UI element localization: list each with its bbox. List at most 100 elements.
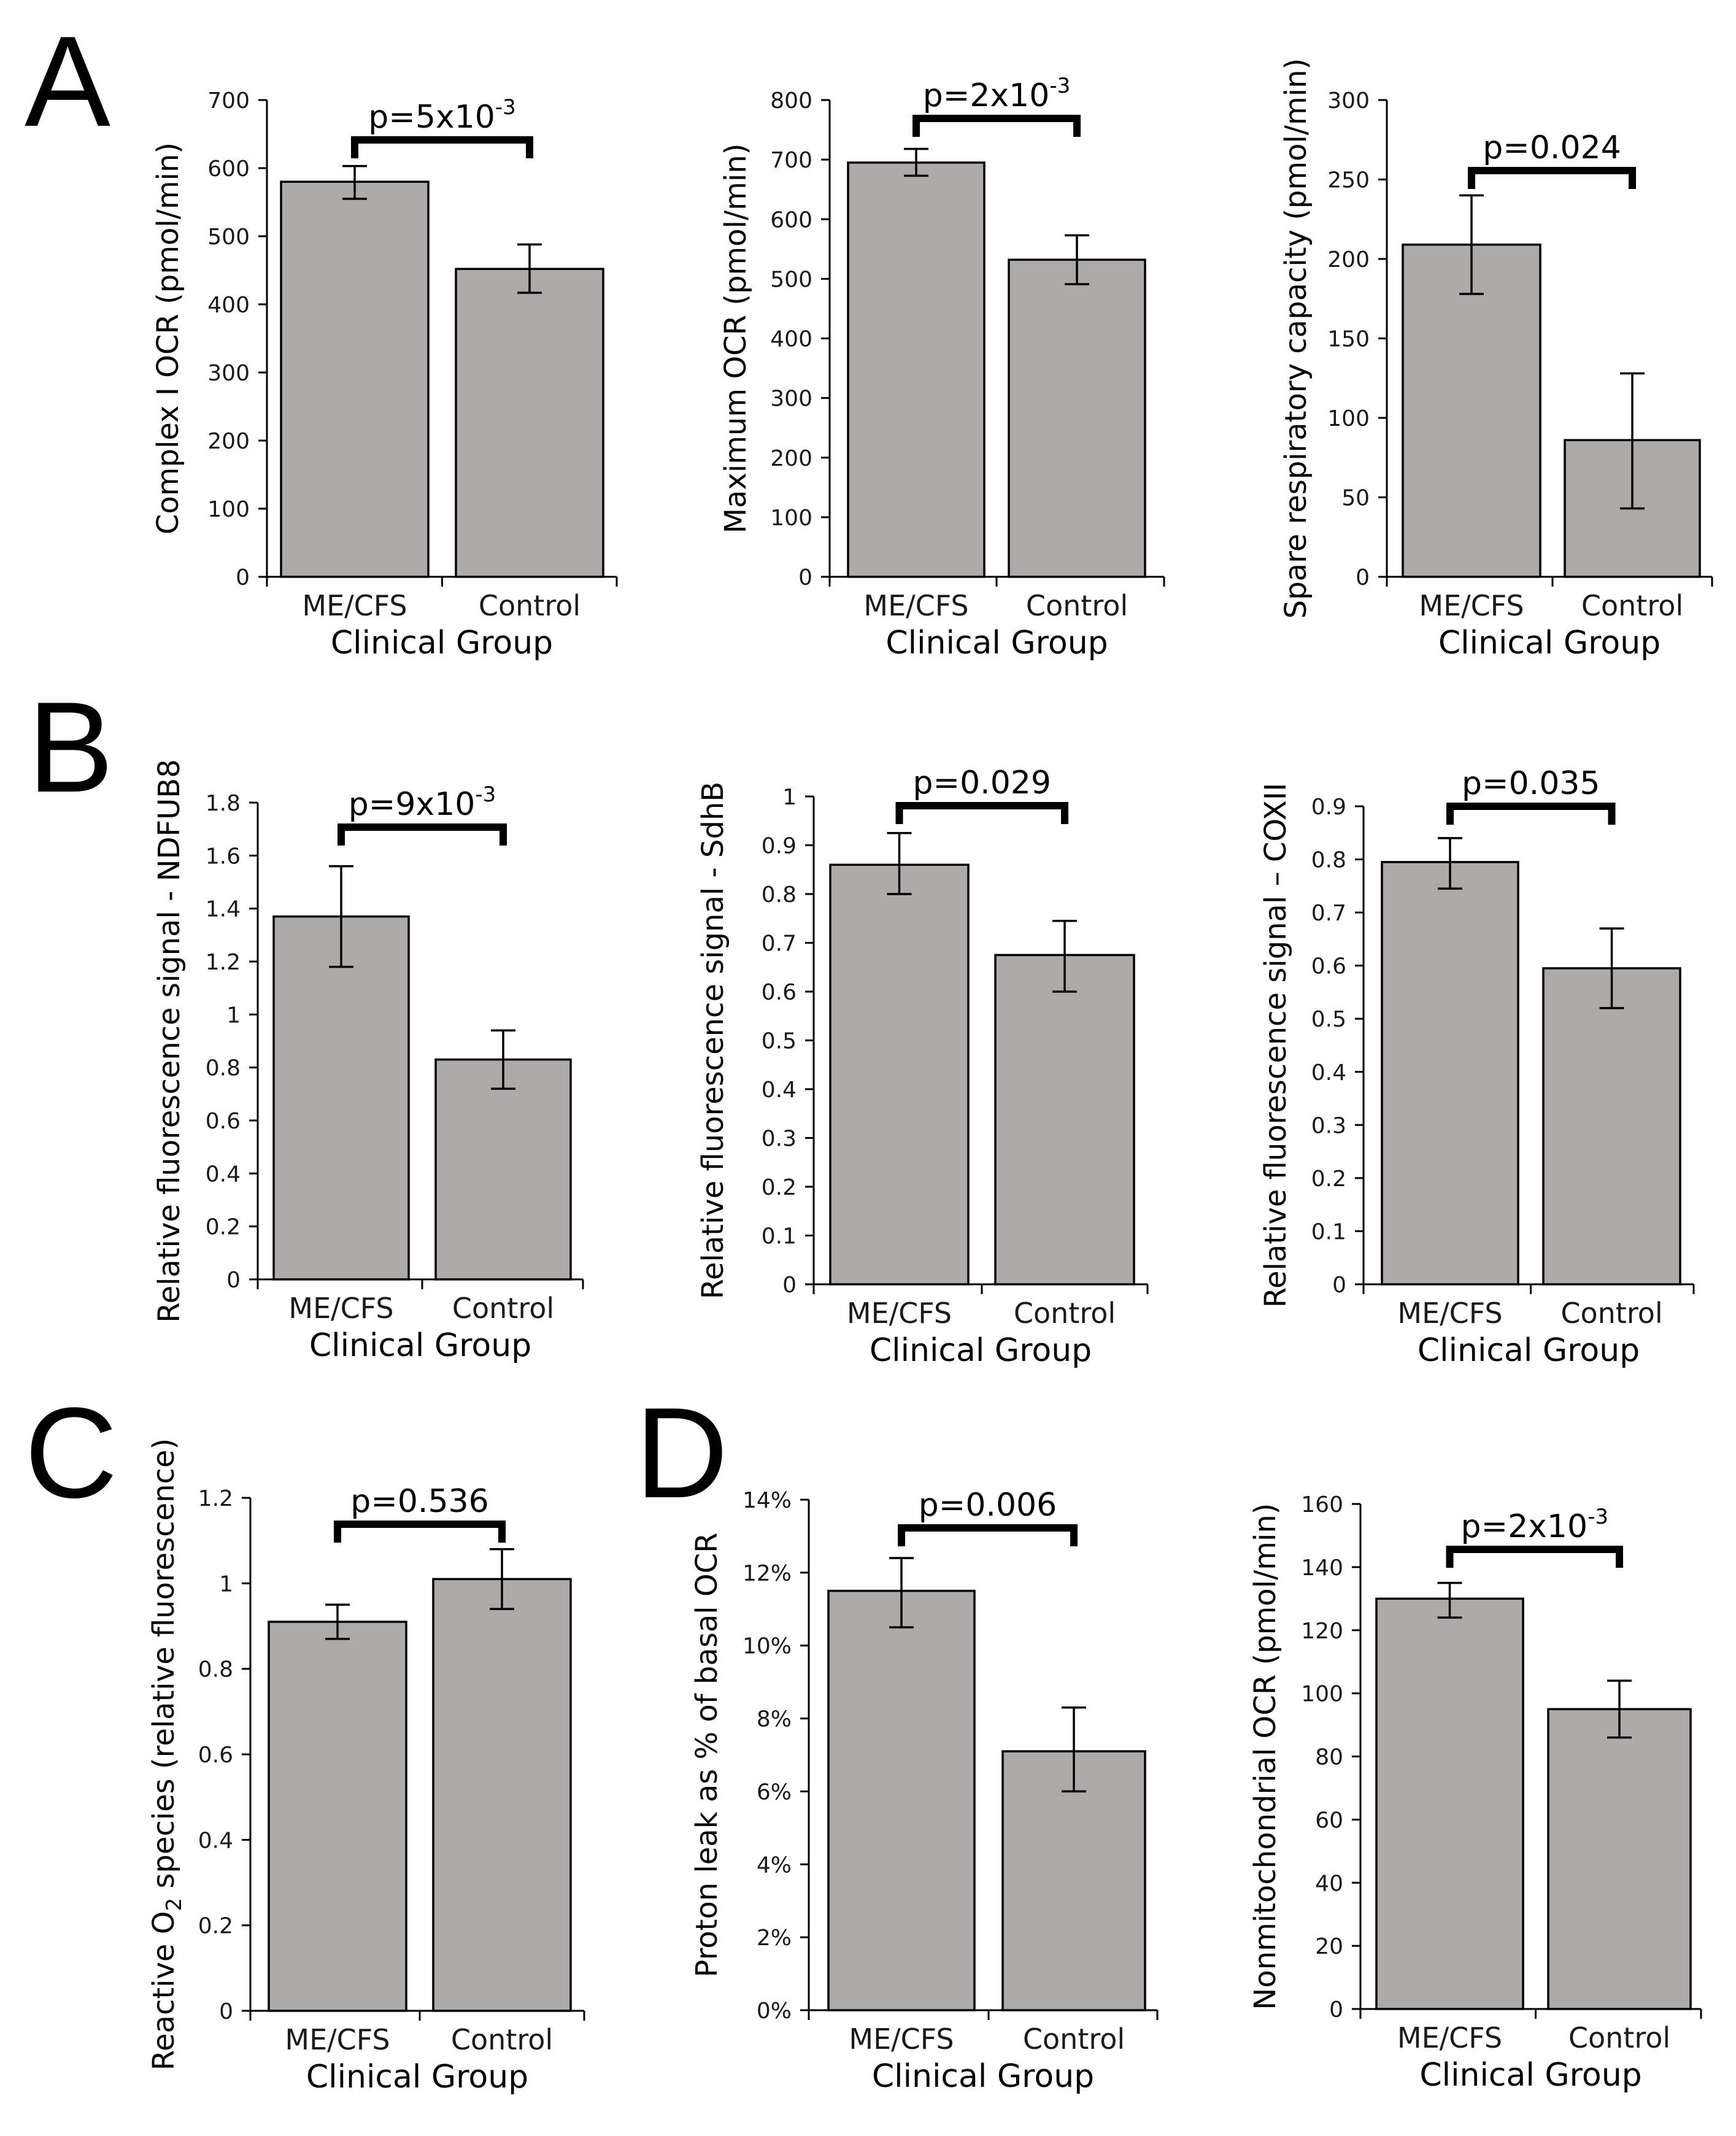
bar-mecfs — [829, 863, 970, 1286]
y-axis-title-subscript: 2 — [162, 1898, 187, 1911]
bar-mecfs — [1381, 861, 1519, 1286]
y-axis-title: Proton leak as % of basal OCR — [690, 1533, 724, 1978]
category-label: ME/CFS — [302, 589, 407, 622]
p-value-text: p=2x10 — [923, 77, 1050, 114]
p-value-label: p=0.006 — [919, 1487, 1057, 1524]
bar-mecfs — [268, 1621, 407, 2012]
p-value-label: p=2x10-3 — [1460, 1505, 1608, 1545]
y-tick-label: 0 — [782, 1273, 797, 1298]
y-tick-label: 800 — [770, 88, 812, 114]
chart-a1: 0 100 200 300 400 500 600 700 ME/CFS ControlClini… — [151, 88, 618, 661]
category-label: Control — [1014, 1297, 1116, 1330]
chart-b2: 0 0.1 0.2 0.3 0.4 0.5 0.6 0.7 0.8 0.9 1 ME/CFS Contr… — [696, 765, 1149, 1369]
y-tick-label: 0 — [226, 1268, 241, 1293]
y-axis-title: Spare respiratory capacity (pmol/min) — [1279, 58, 1313, 619]
y-tick-label: 300 — [770, 387, 812, 412]
x-axis-title: Clinical Group — [309, 1327, 531, 1364]
y-tick-label: 300 — [1327, 88, 1370, 114]
panel-letter-a: A — [25, 9, 110, 153]
y-tick-label: 0.6 — [762, 980, 797, 1005]
y-tick-label: 0 — [798, 565, 812, 590]
y-axis-title-part: Reactive O — [147, 1911, 181, 2071]
y-tick-label: 140 — [1301, 1556, 1343, 1581]
significance-bracket — [351, 136, 533, 158]
x-axis-title: Clinical Group — [1418, 1332, 1640, 1369]
bar-control — [434, 1058, 572, 1281]
y-tick-label: 0.9 — [1311, 795, 1346, 820]
y-tick-label: 150 — [1327, 327, 1370, 352]
x-axis-title: Clinical Group — [1419, 2057, 1641, 2094]
significance-bracket — [912, 115, 1081, 137]
chart-b3: 0 0.1 0.2 0.3 0.4 0.5 0.6 0.7 0.8 0.9 ME/CFS Contro… — [1259, 765, 1695, 1369]
significance-bracket — [1446, 803, 1616, 825]
category-label: ME/CFS — [847, 1297, 952, 1330]
y-tick-label: 600 — [207, 156, 250, 182]
y-tick-label: 1 — [219, 1571, 233, 1597]
y-tick-label: 200 — [207, 429, 250, 454]
y-axis-title: Relative fluorescence signal - NDFUB8 — [152, 759, 187, 1323]
y-tick-label: 6% — [757, 1779, 792, 1805]
y-tick-label: 10% — [743, 1634, 792, 1659]
p-value-text: p=5x10 — [368, 99, 495, 136]
bar-control — [455, 268, 604, 578]
y-tick-label: 200 — [770, 446, 812, 471]
y-tick-label: 0.8 — [198, 1657, 233, 1683]
x-axis-title: Clinical Group — [1438, 625, 1661, 661]
y-tick-label: 1.8 — [206, 791, 241, 816]
y-tick-label: 700 — [207, 88, 250, 114]
category-label: ME/CFS — [1397, 2021, 1502, 2054]
y-tick-label: 0.1 — [1311, 1219, 1346, 1244]
y-tick-label: 0.5 — [1311, 1007, 1346, 1032]
p-value-text: p=0.035 — [1462, 765, 1600, 802]
bar-mecfs — [847, 161, 986, 578]
x-axis-title: Clinical Group — [331, 625, 553, 661]
p-value-exponent: -3 — [475, 782, 496, 807]
bar-control — [1542, 967, 1681, 1286]
category-label: ME/CFS — [1419, 589, 1524, 622]
y-tick-label: 700 — [770, 148, 812, 173]
bar-mecfs — [272, 915, 410, 1281]
y-tick-label: 1.2 — [198, 1486, 233, 1511]
y-tick-label: 0.7 — [1311, 901, 1346, 926]
y-tick-label: 0.2 — [206, 1215, 241, 1240]
chart-b1: 0 0.2 0.4 0.6 0.8 1 1.2 1.4 1.6 1.8 ME/CFS ControlC… — [152, 759, 584, 1364]
p-value-text: p=0.006 — [919, 1487, 1057, 1524]
y-tick-label: 0.4 — [1311, 1060, 1346, 1085]
p-value-text: p=0.536 — [350, 1483, 488, 1520]
p-value-label: p=0.536 — [350, 1483, 488, 1520]
y-tick-label: 0.8 — [762, 882, 797, 908]
y-tick-label: 0.2 — [762, 1175, 797, 1200]
y-tick-label: 600 — [770, 207, 812, 233]
y-tick-label: 0.7 — [762, 931, 797, 957]
y-tick-label: 2% — [757, 1926, 792, 1951]
y-tick-label: 1.6 — [206, 844, 241, 869]
y-tick-label: 0.9 — [762, 834, 797, 859]
y-tick-label: 0 — [1329, 1997, 1343, 2022]
x-axis-title: Clinical Group — [870, 1332, 1092, 1369]
bar-control — [1001, 1750, 1146, 2011]
significance-bracket — [898, 1524, 1078, 1546]
y-tick-label: 1 — [782, 785, 797, 810]
category-label: ME/CFS — [288, 1292, 393, 1325]
y-tick-label: 0.8 — [206, 1056, 241, 1081]
category-label: ME/CFS — [285, 2023, 390, 2056]
y-axis-title: Relative fluorescence signal - SdhB — [696, 782, 730, 1300]
y-tick-label: 120 — [1301, 1619, 1343, 1644]
x-axis-title: Clinical Group — [306, 2059, 528, 2096]
category-label: ME/CFS — [1397, 1297, 1502, 1330]
panel-letter-c: C — [25, 1381, 118, 1525]
p-value-label: p=9x10-3 — [349, 782, 496, 823]
y-tick-label: 200 — [1327, 247, 1370, 272]
y-tick-label: 0.3 — [762, 1127, 797, 1152]
p-value-label: p=5x10-3 — [368, 95, 516, 136]
y-tick-label: 100 — [1301, 1682, 1343, 1707]
y-tick-label: 500 — [770, 267, 812, 292]
category-label: ME/CFS — [849, 2022, 954, 2056]
category-label: Control — [479, 589, 581, 622]
significance-bracket — [1468, 167, 1636, 189]
chart-a2: 0 100 200 300 400 500 600 700 800 ME/CFS ControlCl… — [719, 74, 1165, 661]
y-tick-label: 0.4 — [206, 1162, 241, 1187]
y-tick-label: 12% — [743, 1561, 792, 1586]
y-tick-label: 0 — [236, 565, 250, 590]
